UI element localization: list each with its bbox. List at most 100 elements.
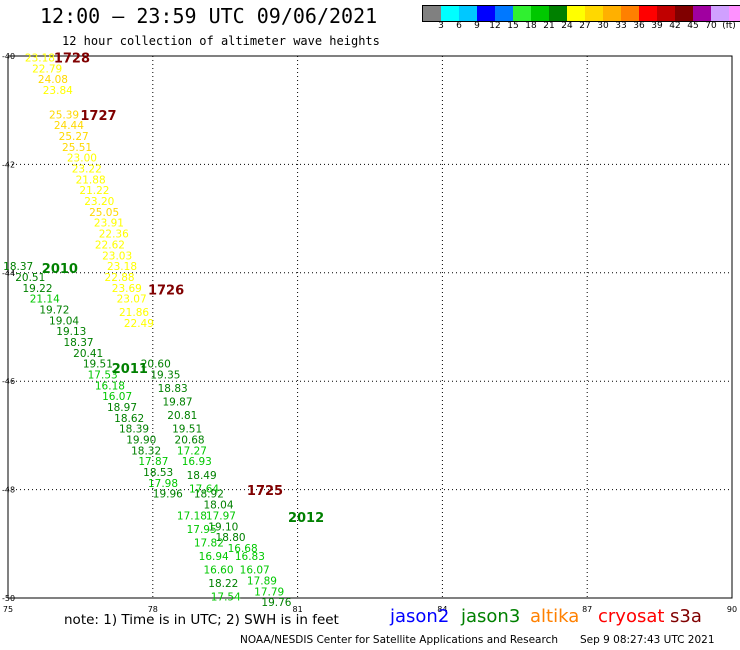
legend-label: 70 [705, 21, 717, 31]
wave-height-point: 18.04 [203, 500, 233, 512]
wave-height-point: 21.86 [119, 307, 149, 319]
legend-swatch [495, 6, 513, 21]
legend-swatch [549, 6, 567, 21]
wave-height-point: 19.51 [172, 424, 202, 436]
wave-height-point: 23.22 [72, 164, 102, 176]
legend-swatch [531, 6, 549, 21]
wave-height-point: 17.79 [254, 586, 284, 598]
wave-height-point: 18.22 [208, 578, 238, 590]
wave-height-point: 19.51 [83, 359, 113, 371]
track-label: 1727 [80, 109, 116, 124]
legend-swatch [441, 6, 459, 21]
wave-height-point: 25.27 [59, 131, 89, 143]
y-tick-label: -44 [2, 269, 15, 278]
y-tick-label: -50 [2, 594, 15, 603]
track-label: 1726 [148, 283, 184, 298]
wave-height-point: 17.89 [247, 575, 277, 587]
wave-height-point: 18.39 [119, 424, 149, 436]
legend-swatch [459, 6, 477, 21]
wave-height-point: 17.98 [148, 478, 178, 490]
wave-height-point: 21.14 [30, 294, 60, 306]
wave-height-point: 18.62 [114, 413, 144, 425]
wave-height-point: 17.87 [138, 456, 168, 468]
y-tick-label: -42 [2, 160, 15, 169]
x-tick-label: 81 [293, 605, 303, 614]
wave-height-point: 22.62 [95, 239, 125, 251]
legend-label: 30 [597, 21, 609, 31]
wave-height-point: 25.51 [62, 142, 92, 154]
wave-height-point: 20.68 [175, 435, 205, 447]
wave-height-point: 16.07 [240, 565, 270, 577]
wave-height-point: 18.49 [187, 470, 217, 482]
legend-label: 15 [507, 21, 519, 31]
wave-height-point: 17.82 [194, 538, 224, 550]
track-label: 2012 [288, 511, 324, 526]
track-label: 2011 [112, 362, 148, 377]
legend-label: 18 [525, 21, 537, 31]
wave-height-point: 19.35 [150, 369, 180, 381]
legend-swatch [477, 6, 495, 21]
track-label: 1725 [247, 484, 283, 499]
units-note: note: 1) Time is in UTC; 2) SWH is in fe… [64, 612, 339, 628]
y-tick-label: -48 [2, 486, 15, 495]
legend-label: 33 [615, 21, 627, 31]
satellite-name-altika: altika [530, 606, 580, 627]
legend-swatch [423, 6, 441, 21]
wave-height-point: 19.96 [153, 489, 183, 501]
page-title: 12:00 – 23:59 UTC 09/06/2021 [40, 4, 378, 28]
satellite-name-s3a: s3a [670, 606, 702, 627]
wave-height-point: 21.22 [79, 185, 109, 197]
wave-height-point: 18.80 [216, 532, 246, 544]
wave-height-point: 18.97 [107, 402, 137, 414]
wave-height-point: 19.72 [39, 304, 69, 316]
wave-height-point: 18.32 [131, 445, 161, 457]
wave-height-point: 20.51 [15, 272, 45, 284]
wave-height-point: 19.10 [208, 521, 238, 533]
x-tick-label: 75 [3, 605, 13, 614]
wave-height-point: 17.64 [189, 483, 219, 495]
x-tick-label: 90 [727, 605, 737, 614]
wave-height-point: 18.37 [64, 337, 94, 349]
wave-height-point: 22.36 [99, 229, 129, 241]
legend-swatch [675, 6, 693, 21]
credit-text: NOAA/NESDIS Center for Satellite Applica… [240, 634, 558, 646]
legend-label: 3 [438, 21, 444, 31]
legend-label: (ft) [722, 21, 736, 31]
legend-swatch [711, 6, 729, 21]
track-label: 1728 [54, 52, 90, 67]
satellite-name-cryosat: cryosat [598, 606, 665, 627]
wave-height-point: 24.08 [38, 74, 68, 86]
wave-height-point: 23.07 [117, 294, 147, 306]
wave-height-point: 16.07 [102, 391, 132, 403]
map-frame [7, 55, 733, 599]
wave-height-point: 17.97 [206, 510, 236, 522]
wave-height-point: 18.83 [158, 383, 188, 395]
legend-label: 12 [489, 21, 501, 31]
wave-height-point: 19.87 [162, 397, 192, 409]
track-label: 2010 [42, 262, 78, 277]
wave-height-point: 17.53 [88, 369, 118, 381]
legend-label: 36 [633, 21, 645, 31]
x-tick-label: 84 [437, 605, 447, 614]
wave-height-point: 23.00 [67, 153, 97, 165]
wave-height-point: 17.95 [187, 524, 217, 536]
wave-height-point: 16.68 [228, 543, 258, 555]
wave-height-point: 18.37 [3, 261, 33, 273]
legend-label: 39 [651, 21, 663, 31]
wave-height-point: 20.41 [73, 348, 103, 360]
page-subtitle: 12 hour collection of altimeter wave hei… [62, 34, 380, 48]
legend-label: 21 [543, 21, 555, 31]
wave-height-point: 20.81 [167, 410, 197, 422]
legend-swatch [567, 6, 585, 21]
legend-swatch [513, 6, 531, 21]
wave-height-point: 24.44 [54, 120, 84, 132]
wave-height-point: 16.60 [203, 565, 233, 577]
color-scale-legend [422, 5, 740, 22]
legend-swatch [639, 6, 657, 21]
wave-height-point: 23.69 [112, 283, 142, 295]
legend-swatch [657, 6, 675, 21]
wave-height-point: 21.88 [76, 174, 106, 186]
wave-height-point: 18.53 [143, 467, 173, 479]
wave-height-point: 19.22 [22, 283, 52, 295]
wave-height-point: 23.18 [107, 261, 137, 273]
